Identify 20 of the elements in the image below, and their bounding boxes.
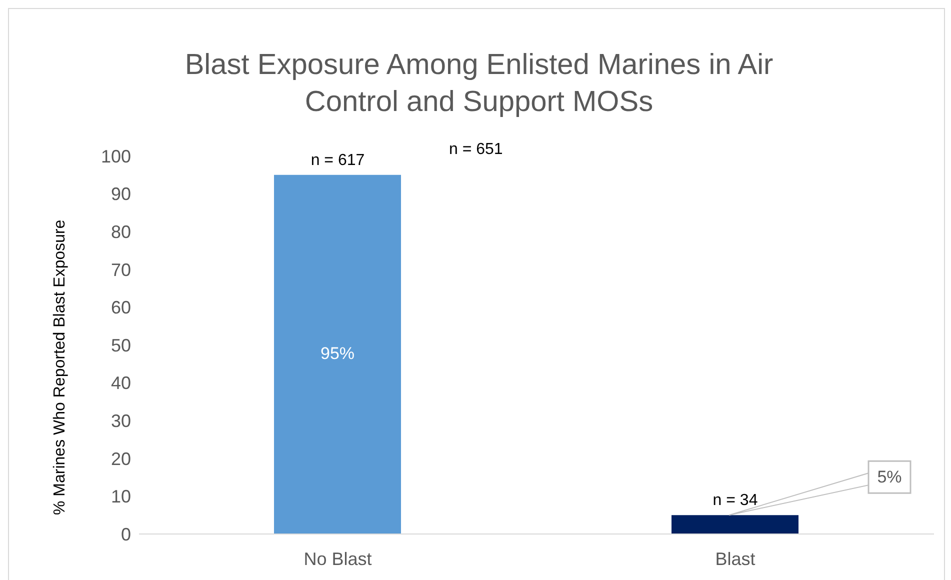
chart-title: Blast Exposure Among Enlisted Marines in Air Control and Support MOSs (184, 48, 774, 120)
data-label: 5% (877, 468, 902, 487)
y-tick-label: 10 (110, 486, 131, 507)
annotation: n = 34 (712, 492, 758, 510)
y-axis-title: % Marines Who Reported Blast Exposure (52, 220, 69, 515)
x-tick-label: Blast (715, 548, 756, 569)
annotation: n = 651 (449, 141, 503, 159)
y-tick-label: 0 (120, 524, 131, 544)
y-tick-label: 30 (110, 410, 131, 431)
y-tick-label: 90 (110, 184, 131, 204)
y-tick-label: 70 (110, 260, 131, 280)
annotation: n = 617 (310, 152, 365, 169)
x-tick-label: No Blast (304, 548, 372, 569)
y-tick-label: 50 (110, 335, 131, 356)
y-tick-label: 100 (100, 146, 131, 166)
y-tick-label: 40 (110, 373, 131, 394)
y-tick-label: 80 (110, 222, 131, 242)
y-tick-label: 60 (110, 298, 131, 318)
y-tick-label: 20 (110, 448, 131, 469)
data-label: 95% (320, 344, 355, 363)
